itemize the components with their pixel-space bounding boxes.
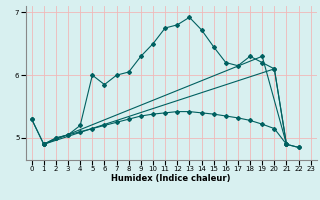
X-axis label: Humidex (Indice chaleur): Humidex (Indice chaleur) xyxy=(111,174,231,183)
